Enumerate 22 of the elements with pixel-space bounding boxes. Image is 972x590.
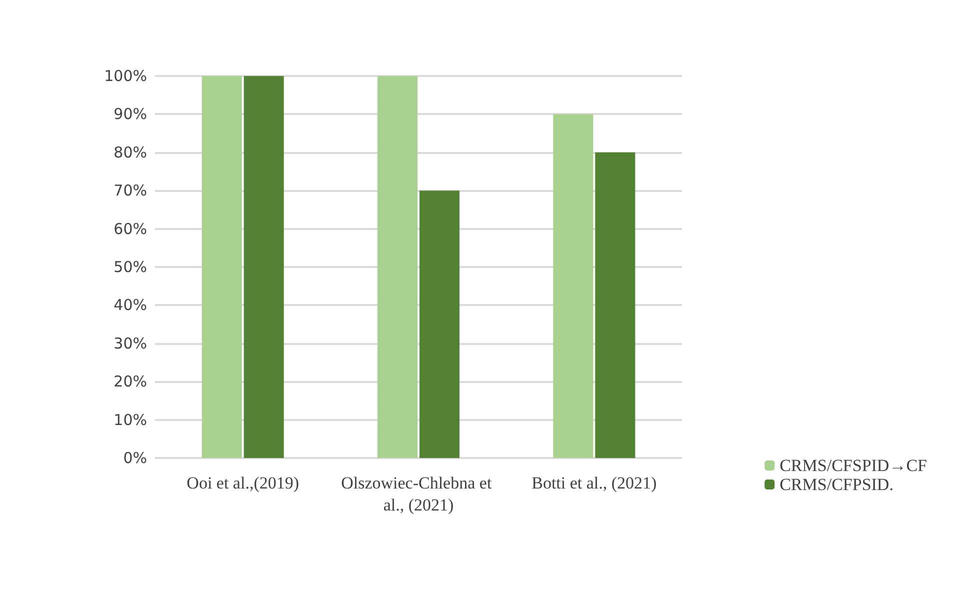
legend-label: CRMS/CFSPID→CF bbox=[780, 456, 927, 475]
bar bbox=[244, 76, 284, 458]
legend-label: CRMS/CFPSID. bbox=[780, 475, 894, 494]
y-tick-label: 50% bbox=[114, 258, 147, 276]
y-tick-label: 100% bbox=[104, 67, 147, 85]
bar bbox=[378, 76, 418, 458]
y-tick-label: 40% bbox=[114, 296, 147, 314]
y-tick-label: 20% bbox=[114, 372, 147, 391]
bar bbox=[553, 114, 594, 458]
x-tick-label: Ooi et al.,(2019) bbox=[186, 474, 300, 492]
x-tick-label: Botti et al., (2021) bbox=[532, 474, 657, 492]
y-tick-label: 70% bbox=[114, 182, 147, 200]
bar bbox=[420, 190, 460, 458]
y-tick-label: 0% bbox=[123, 449, 147, 467]
y-tick-label: 60% bbox=[114, 220, 147, 238]
y-tick-label: 30% bbox=[114, 334, 147, 352]
x-tick-label: Olszowiec-Chlebna et al., (2021) bbox=[341, 474, 496, 514]
y-tick-label: 10% bbox=[114, 410, 147, 429]
bar bbox=[595, 152, 636, 458]
y-tick-label: 90% bbox=[114, 105, 147, 124]
bar bbox=[202, 76, 242, 458]
y-tick-label: 80% bbox=[114, 143, 147, 162]
